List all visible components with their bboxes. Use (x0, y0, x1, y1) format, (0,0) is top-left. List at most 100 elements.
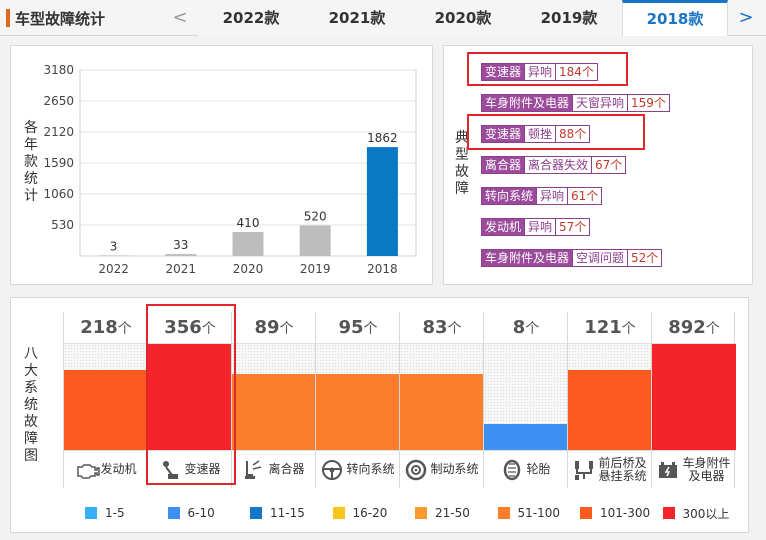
system-column[interactable]: 8个 轮胎 (483, 312, 568, 488)
fault-system: 离合器 (481, 156, 526, 174)
legend-swatch (662, 507, 675, 519)
tab-2018[interactable]: 2018款 (622, 0, 728, 36)
system-column[interactable]: 356个 变速器 (147, 312, 232, 488)
system-count-unit: 个 (525, 321, 540, 337)
system-name-label: 转向系统 (346, 462, 395, 476)
x-tick-label: 2022 (98, 262, 129, 276)
system-bar (484, 424, 568, 450)
y-tick-label: 2650 (43, 94, 74, 108)
faults-label: 典型故障 (455, 130, 469, 197)
title-accent (6, 9, 10, 27)
prev-arrow-icon[interactable]: < (172, 7, 188, 28)
yearly-bar-chart: 530 1060 1590 2120 2650 3180 3 2022 33 2021 410 202… (43, 63, 417, 276)
fault-system: 车身附件及电器 (481, 249, 574, 267)
legend-item: 16-20 (332, 503, 416, 523)
system-count-unit: 个 (279, 321, 294, 337)
legend-item: 1-5 (85, 503, 168, 523)
x-tick-label: 2020 (233, 262, 264, 276)
fault-type: 离合器失效 (525, 156, 593, 174)
system-name: 离合器 (232, 450, 316, 488)
fault-count: 57个 (556, 218, 591, 236)
system-count: 83个 (400, 312, 484, 344)
system-column[interactable]: 121个 前后桥及悬挂系统 (567, 312, 652, 488)
fault-item[interactable]: 变速器 异响 184个 (481, 63, 598, 81)
system-column[interactable]: 83个制动系统 (399, 312, 484, 488)
fault-item[interactable]: 发动机 异响 57个 (481, 218, 591, 236)
legend-label: 51-100 (517, 506, 561, 520)
system-bar-area (484, 344, 568, 450)
system-name-label: 前后桥及悬挂系统 (598, 455, 647, 483)
system-column[interactable]: 95个转向系统 (315, 312, 400, 488)
system-count: 89个 (232, 312, 316, 344)
fault-item[interactable]: 离合器 离合器失效 67个 (481, 156, 627, 174)
tab-2022[interactable]: 2022款 (198, 0, 304, 36)
highlight-box-fault-3 (467, 114, 645, 150)
system-name-label: 车身附件及电器 (682, 455, 731, 483)
data-label: 410 (237, 216, 260, 230)
y-tick-label: 2120 (43, 125, 74, 139)
system-name-label: 轮胎 (526, 462, 551, 476)
y-tick-label: 1590 (43, 156, 74, 170)
tab-2020[interactable]: 2020款 (410, 0, 516, 36)
x-tick-label: 2018 (367, 262, 398, 276)
bar-2022[interactable] (98, 255, 130, 256)
steering-wheel-icon (321, 459, 343, 481)
system-count-value: 356 (164, 317, 202, 338)
system-name: 前后桥及悬挂系统 (568, 450, 652, 488)
tab-2019[interactable]: 2019款 (516, 0, 622, 36)
system-name: 发动机 (64, 450, 148, 488)
fault-system: 转向系统 (481, 187, 538, 205)
legend-item: 101-300 (580, 503, 663, 523)
next-arrow-icon[interactable]: > (738, 7, 754, 28)
legend-swatch (332, 507, 345, 519)
system-name: 车身附件及电器 (652, 450, 736, 488)
bar-2021[interactable] (165, 254, 197, 256)
legend-swatch (580, 507, 592, 519)
tab-2021[interactable]: 2021款 (304, 0, 410, 36)
bar-2019[interactable] (299, 225, 331, 256)
system-count-value: 95 (338, 317, 364, 338)
system-column[interactable]: 89个离合器 (231, 312, 316, 488)
legend: 1-5 6-10 11-15 16-20 21-50 51-100 101-300 300以上 (85, 503, 745, 523)
fault-count: 184个 (556, 63, 598, 81)
y-tick-label: 1060 (43, 187, 74, 201)
system-bar (400, 374, 484, 450)
fault-item[interactable]: 转向系统 异响 61个 (481, 187, 603, 205)
system-name: 转向系统 (316, 450, 400, 488)
system-bar (148, 344, 232, 450)
system-count-unit: 个 (621, 321, 636, 337)
y-tick-label: 530 (51, 218, 74, 232)
legend-item: 6-10 (167, 503, 251, 523)
tire-icon (501, 459, 523, 481)
fault-item[interactable]: 变速器 顿挫 88个 (481, 125, 591, 143)
fault-system: 变速器 (481, 63, 526, 81)
fault-item[interactable]: 车身附件及电器 天窗异响 159个 (481, 94, 670, 112)
bar-2020[interactable] (232, 232, 264, 256)
fault-type: 天窗异响 (573, 94, 629, 112)
system-count: 356个 (148, 312, 232, 344)
bar-2018[interactable] (366, 147, 398, 256)
system-name-label: 离合器 (268, 462, 305, 476)
legend-swatch (85, 507, 97, 519)
system-count: 95个 (316, 312, 400, 344)
system-count-unit: 个 (117, 321, 132, 337)
fault-type: 异响 (537, 187, 569, 205)
system-name-label: 发动机 (100, 462, 137, 476)
data-label: 520 (304, 210, 327, 224)
fault-count: 52个 (628, 249, 663, 267)
fault-item[interactable]: 车身附件及电器 空调问题 52个 (481, 249, 663, 267)
data-label: 33 (173, 238, 188, 252)
legend-label: 16-20 (352, 506, 388, 520)
fault-count: 61个 (568, 187, 603, 205)
legend-swatch (250, 507, 262, 519)
system-name: 制动系统 (400, 450, 484, 488)
legend-label: 300以上 (682, 506, 730, 521)
page-title: 车型故障统计 (15, 10, 106, 28)
x-tick-label: 2019 (300, 262, 331, 276)
legend-item: 11-15 (250, 503, 333, 523)
system-column[interactable]: 892个 车身附件及电器 (651, 312, 736, 488)
system-bar-area (652, 344, 736, 450)
suspension-icon (573, 459, 595, 481)
system-column[interactable]: 218个 发动机 (63, 312, 148, 488)
